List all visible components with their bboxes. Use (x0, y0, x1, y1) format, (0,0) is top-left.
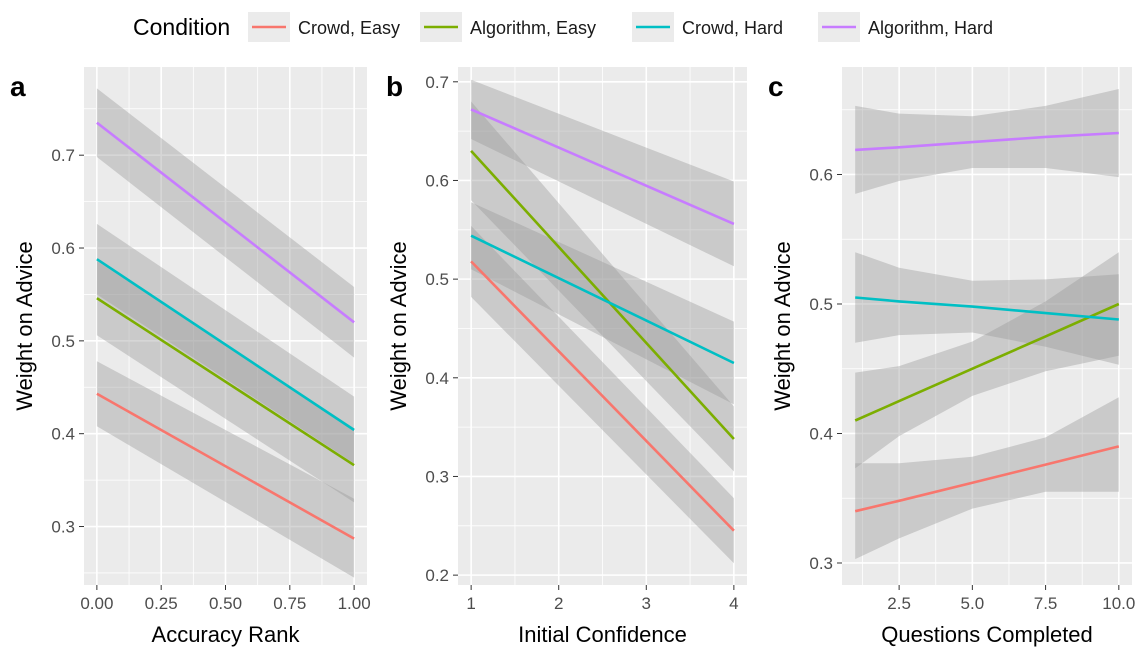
legend-item: Algorithm, Easy (420, 12, 596, 42)
x-tick-label: 3 (642, 594, 651, 613)
y-tick-label: 0.4 (809, 424, 833, 443)
y-tick-label: 0.3 (425, 467, 449, 486)
x-axis-title: Accuracy Rank (152, 622, 301, 647)
x-tick-label: 2 (554, 594, 563, 613)
y-tick-label: 0.6 (51, 239, 75, 258)
y-tick-label: 0.4 (51, 425, 75, 444)
x-tick-label: 10.0 (1102, 594, 1135, 613)
series-line-crowd-hard (96, 258, 355, 432)
panel-c: 0.3 0.4 0.5 0.6 2.5 5.0 7.5 10.0 Questions Compl… (768, 67, 1135, 647)
y-tick-label: 0.5 (51, 332, 75, 351)
x-axis-title: Questions Completed (881, 622, 1093, 647)
legend-label: Algorithm, Easy (470, 18, 596, 38)
legend-item: Crowd, Hard (632, 12, 783, 42)
legend-item: Algorithm, Hard (818, 12, 993, 42)
panel-label: c (768, 71, 784, 102)
legend-label: Algorithm, Hard (868, 18, 993, 38)
series-line-algorithm-hard (470, 108, 735, 226)
x-tick-label: 7.5 (1034, 594, 1058, 613)
panel-b: 0.2 0.3 0.4 0.5 0.6 0.7 1 2 3 4 Initial Confidence… (386, 67, 747, 647)
y-tick-label: 0.2 (425, 566, 449, 585)
confidence-band-crowd-easy (96, 361, 355, 578)
y-tick-label: 0.7 (51, 146, 75, 165)
x-tick-label: 4 (729, 594, 738, 613)
series-line-crowd-hard (855, 296, 1119, 321)
series-line-algorithm-hard (96, 121, 355, 324)
x-axis-title: Initial Confidence (518, 622, 687, 647)
legend-label: Crowd, Hard (682, 18, 783, 38)
panel-a: 0.3 0.4 0.5 0.6 0.7 0.00 0.25 0.50 0.75 1.00 Accur… (10, 67, 371, 647)
x-tick-label: 0.00 (80, 594, 113, 613)
confidence-band-crowd-hard (471, 202, 734, 405)
series-line-crowd-easy (854, 445, 1120, 513)
y-tick-label: 0.7 (425, 73, 449, 92)
series-line-algorithm-easy (470, 150, 735, 440)
legend-item: Crowd, Easy (248, 12, 400, 42)
legend-label: Crowd, Easy (298, 18, 400, 38)
series-line-algorithm-easy (854, 302, 1120, 422)
y-tick-label: 0.5 (809, 295, 833, 314)
legend: Condition Crowd, Easy Algorithm, Easy Crow… (133, 12, 993, 42)
x-tick-label: 0.50 (209, 594, 242, 613)
y-tick-label: 0.6 (425, 171, 449, 190)
series-line-crowd-easy (470, 260, 735, 532)
series-line-crowd-hard (470, 234, 735, 365)
confidence-band-algorithm-easy (471, 101, 734, 472)
y-axis-title: Weight on Advice (12, 241, 37, 411)
x-tick-label: 1.00 (338, 594, 371, 613)
y-tick-label: 0.5 (425, 270, 449, 289)
x-tick-label: 2.5 (887, 594, 911, 613)
confidence-band-algorithm-easy (855, 252, 1119, 469)
panel-label: b (386, 71, 403, 102)
y-tick-label: 0.3 (51, 518, 75, 537)
x-tick-label: 5.0 (961, 594, 985, 613)
series-line-algorithm-easy (96, 297, 355, 467)
y-axis-title: Weight on Advice (386, 241, 411, 411)
y-tick-label: 0.4 (425, 369, 449, 388)
series-line-crowd-easy (96, 392, 355, 540)
panel-label: a (10, 71, 26, 102)
x-tick-label: 0.75 (273, 594, 306, 613)
y-axis-title: Weight on Advice (770, 241, 795, 411)
x-tick-label: 0.25 (145, 594, 178, 613)
series-line-algorithm-hard (855, 131, 1119, 152)
x-tick-label: 1 (466, 594, 475, 613)
panel-background (842, 67, 1132, 585)
legend-title: Condition (133, 14, 230, 40)
y-tick-label: 0.6 (809, 165, 833, 184)
y-tick-label: 0.3 (809, 554, 833, 573)
confidence-band-algorithm-hard (471, 79, 734, 267)
